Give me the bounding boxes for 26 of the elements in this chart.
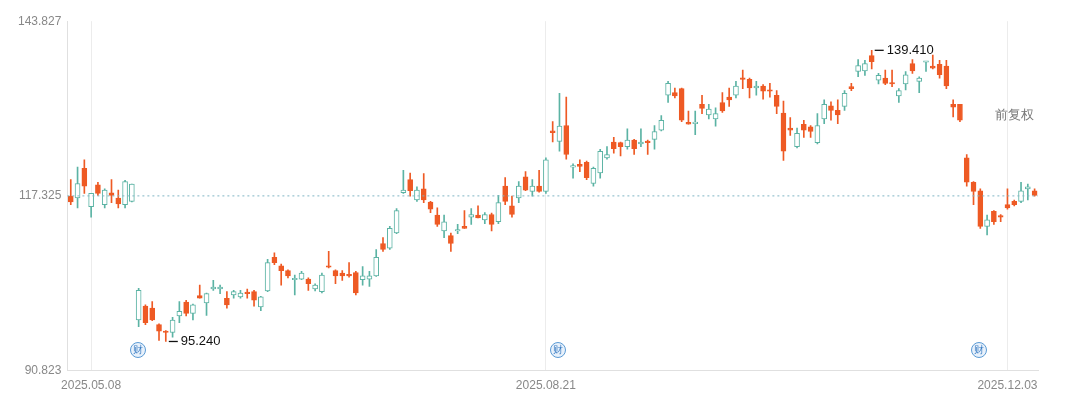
y-tick-label: 90.823 — [24, 362, 62, 377]
candlestick — [67, 179, 74, 205]
candlestick — [889, 69, 895, 87]
annotation: 前复权 — [995, 107, 1034, 123]
candlestick — [162, 330, 169, 342]
circled-character-icon: 财 — [971, 341, 988, 358]
candlestick — [916, 76, 923, 93]
x-tick-label: 2025.08.21 — [515, 378, 577, 393]
candlestick — [923, 60, 929, 72]
y-tick-label: 117.325 — [18, 188, 62, 203]
candlestick — [767, 83, 773, 98]
candlestick — [692, 110, 699, 136]
candlestick — [739, 69, 746, 89]
candlestick — [325, 251, 332, 269]
circled-character-icon: 财 — [129, 341, 146, 358]
x-tick-label: 2025.05.08 — [61, 378, 122, 393]
candlestick — [570, 163, 576, 179]
annotation: 139.410 — [886, 41, 934, 57]
x-tick-label: 2025.12.03 — [977, 378, 1038, 393]
circled-character-icon: 财 — [550, 341, 567, 358]
candlestick — [834, 99, 841, 124]
candlestick — [549, 121, 556, 143]
candlestick — [929, 54, 936, 70]
y-tick-label: 143.827 — [17, 13, 62, 28]
candlestick — [577, 159, 583, 173]
annotation: 95.240 — [180, 333, 221, 349]
